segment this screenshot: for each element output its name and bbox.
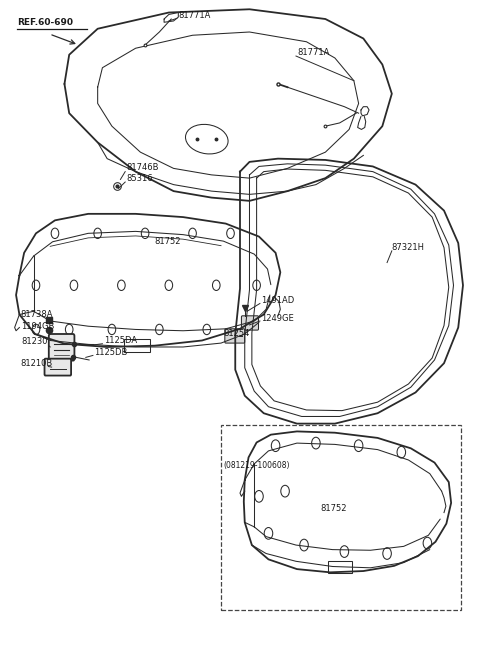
- Text: 1491AD: 1491AD: [261, 296, 295, 305]
- Text: 81738A: 81738A: [21, 310, 53, 319]
- Text: 81771A: 81771A: [179, 10, 211, 20]
- Text: 81752: 81752: [321, 504, 347, 513]
- FancyBboxPatch shape: [241, 316, 259, 330]
- Text: 81752: 81752: [155, 237, 181, 246]
- Text: 81746B: 81746B: [126, 163, 158, 172]
- Bar: [124, 339, 150, 352]
- Bar: [328, 561, 352, 573]
- Text: 1125DA: 1125DA: [104, 336, 137, 345]
- FancyBboxPatch shape: [45, 359, 71, 375]
- Text: 1194GB: 1194GB: [21, 322, 54, 331]
- FancyBboxPatch shape: [49, 334, 74, 361]
- Text: (081219-100608): (081219-100608): [223, 460, 290, 470]
- Bar: [221, 425, 461, 610]
- Text: 87321H: 87321H: [392, 242, 425, 252]
- Text: 81771A: 81771A: [297, 48, 329, 57]
- FancyBboxPatch shape: [225, 329, 245, 343]
- Text: 81210B: 81210B: [21, 360, 53, 369]
- Text: 1125DB: 1125DB: [95, 348, 128, 357]
- Text: REF.60-690: REF.60-690: [17, 18, 73, 27]
- Text: 1249GE: 1249GE: [261, 314, 294, 323]
- Text: 85316: 85316: [126, 174, 153, 183]
- Text: 81230: 81230: [22, 337, 48, 346]
- Text: 81254: 81254: [223, 329, 250, 338]
